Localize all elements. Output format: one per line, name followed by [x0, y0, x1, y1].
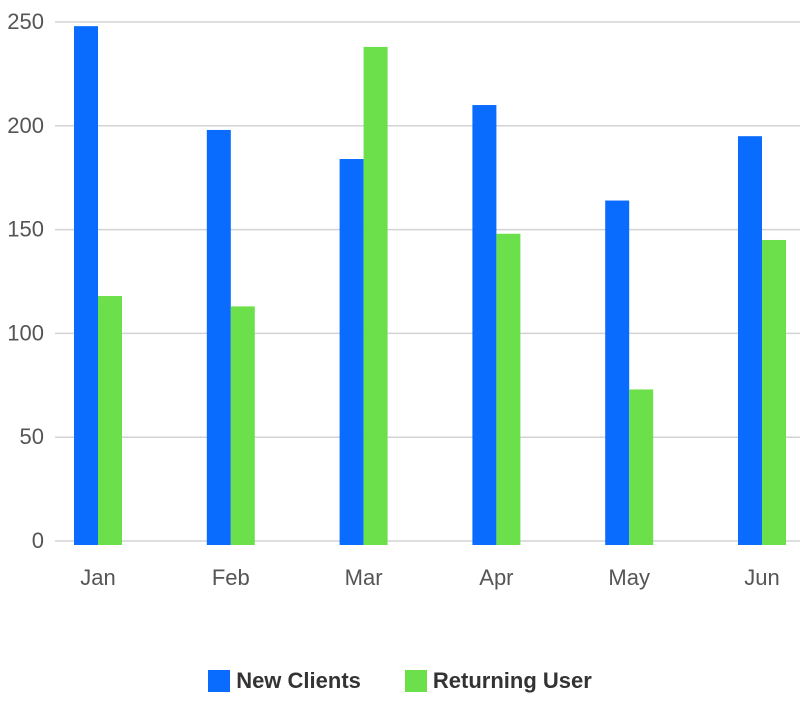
- y-tick-label-200: 200: [7, 113, 44, 138]
- y-tick-label-100: 100: [7, 320, 44, 345]
- bar-returning-user-mar[interactable]: [363, 46, 388, 546]
- legend-swatch-returning-user: [404, 670, 427, 692]
- x-tick-label-mar: Mar: [345, 565, 383, 590]
- legend-item-returning-user[interactable]: Returning User: [404, 668, 592, 694]
- bar-returning-user-jan[interactable]: [98, 296, 122, 545]
- x-tick-label-apr: Apr: [479, 565, 513, 590]
- x-axis-ticks: Jan Feb Mar Apr May Jun: [80, 565, 779, 590]
- bar-chart: 0 50 100 150 200 250 Jan Feb Mar Apr May Jun: [7, 9, 800, 590]
- bar-new-clients-apr[interactable]: [472, 105, 497, 545]
- bar-new-clients-jun[interactable]: [738, 136, 762, 545]
- legend-label-returning-user: Returning User: [432, 668, 592, 693]
- y-tick-label-150: 150: [7, 217, 44, 242]
- bar-returning-user-jun[interactable]: [762, 239, 786, 546]
- x-tick-label-jun: Jun: [744, 565, 779, 590]
- x-tick-label-feb: Feb: [212, 565, 250, 590]
- x-tick-label-may: May: [608, 565, 650, 590]
- y-tick-label-50: 50: [20, 424, 44, 449]
- y-tick-label-0: 0: [32, 528, 44, 553]
- bar-returning-user-feb[interactable]: [230, 306, 255, 545]
- bar-returning-user-apr[interactable]: [496, 233, 521, 545]
- y-tick-label-250: 250: [7, 9, 44, 34]
- x-tick-label-jan: Jan: [80, 565, 115, 590]
- bar-new-clients-jan[interactable]: [74, 26, 98, 546]
- bars: [74, 26, 786, 546]
- bar-new-clients-feb[interactable]: [206, 129, 231, 545]
- grid-lines: [55, 21, 800, 542]
- bar-new-clients-mar[interactable]: [339, 159, 364, 546]
- legend-swatch-new-clients: [208, 670, 231, 692]
- legend-label-new-clients: New Clients: [236, 668, 361, 693]
- bar-new-clients-may[interactable]: [605, 200, 630, 545]
- bar-returning-user-may[interactable]: [629, 389, 654, 545]
- y-axis-ticks: 0 50 100 150 200 250: [7, 9, 44, 553]
- legend-item-new-clients[interactable]: New Clients: [208, 668, 361, 694]
- legend: New Clients Returning User: [0, 668, 800, 694]
